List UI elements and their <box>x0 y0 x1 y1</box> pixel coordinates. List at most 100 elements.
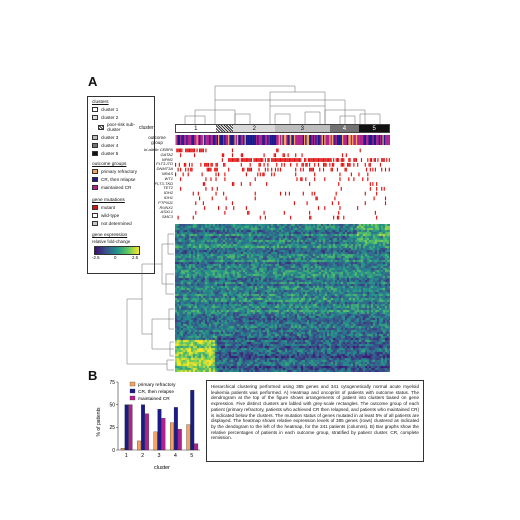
outcome-cell <box>310 135 312 145</box>
outcome-cell <box>262 135 264 145</box>
outcome-cell <box>292 135 295 145</box>
outcome-cell <box>328 135 330 145</box>
panel-b-label: B <box>88 368 98 383</box>
mutation-mark <box>333 162 335 167</box>
mutation-mark <box>267 158 269 162</box>
mutation-mark <box>310 167 312 172</box>
mutation-mark <box>240 153 242 158</box>
outcome-cell <box>364 135 367 145</box>
mutation-mark <box>281 158 283 162</box>
mutation-mark <box>336 158 339 162</box>
mutation-mark <box>242 153 244 158</box>
mutation-mark <box>348 177 350 182</box>
mutation-mark <box>314 177 316 182</box>
outcome-cell <box>349 135 351 145</box>
mutation-mark <box>250 158 253 162</box>
bar-0-4 <box>186 424 191 451</box>
outcome-cell <box>379 135 382 145</box>
mutation-mark <box>224 210 226 215</box>
legend-mutation-wildtype: wild-type <box>92 213 119 218</box>
column-dendrogram <box>184 85 381 124</box>
mutation-mark <box>311 158 313 162</box>
outcome-cell <box>311 135 314 145</box>
mutation-mark <box>183 162 185 167</box>
mutation-mark <box>215 191 217 196</box>
outcome-cell <box>247 135 249 145</box>
outcome-cell <box>314 135 316 145</box>
mutation-mark <box>314 162 316 167</box>
mutation-mark <box>273 153 275 158</box>
mutation-mark <box>233 206 235 210</box>
mutation-mark <box>310 158 312 162</box>
mutation-mark <box>185 167 187 172</box>
gene-label: WT1 <box>164 175 173 181</box>
x-tick-label: 4 <box>174 453 177 459</box>
outcome-cell <box>202 135 205 145</box>
mutation-mark <box>247 210 249 215</box>
mutation-mark <box>178 148 180 153</box>
mutation-mark <box>374 210 376 215</box>
legend-cluster-3: cluster 3 <box>92 135 118 140</box>
mutation-mark <box>210 167 212 172</box>
mutation-mark <box>242 167 244 172</box>
outcome-cell <box>235 135 238 145</box>
mutation-mark <box>267 167 269 172</box>
mutation-mark <box>259 158 261 162</box>
bar-legend-refractory: primary refractory <box>138 382 176 388</box>
outcome-cell <box>377 135 379 145</box>
mutation-mark <box>324 158 326 162</box>
mutation-mark <box>199 148 201 153</box>
outcome-cell <box>368 135 370 145</box>
outcome-bar-chart: % of patients cluster 0 25 50 75 1 2 3 4 5 prim… <box>96 380 200 470</box>
mutation-mark <box>309 167 311 172</box>
mutation-mark <box>364 191 366 196</box>
outcome-cell <box>230 135 233 145</box>
mutation-mark <box>228 167 230 172</box>
outcome-cell <box>376 135 378 145</box>
mutation-mark <box>263 162 265 167</box>
mutation-mark <box>317 158 320 162</box>
outcome-cell <box>185 135 187 145</box>
outcome-cell <box>205 135 207 145</box>
mutation-mark <box>195 210 197 215</box>
x-tick-label: 3 <box>158 453 161 459</box>
mutation-mark <box>358 172 360 177</box>
mutation-mark <box>326 158 328 162</box>
outcome-cell <box>360 135 363 145</box>
oncoprint <box>175 148 390 220</box>
figure-caption: Hierarchical clustering performed using … <box>206 380 424 462</box>
mutation-mark <box>221 158 223 162</box>
mutation-mark <box>285 158 287 162</box>
outcome-cell <box>245 135 248 145</box>
outcome-cell <box>363 135 365 145</box>
mutation-mark <box>236 158 239 162</box>
mutation-mark <box>215 177 217 182</box>
mutation-mark <box>262 172 264 177</box>
mutation-mark <box>317 162 320 167</box>
legend-mutation-mutant: mutant <box>92 205 115 210</box>
legend-swatch <box>92 205 98 210</box>
outcome-cell <box>242 135 244 145</box>
outcome-cell <box>353 135 355 145</box>
outcome-cell <box>176 135 178 145</box>
outcome-cell <box>312 135 315 145</box>
mutation-mark <box>191 167 193 172</box>
mutation-mark <box>216 162 218 167</box>
outcome-cell <box>212 135 215 145</box>
mutation-mark <box>286 158 288 162</box>
mutation-mark <box>231 158 234 162</box>
outcome-cell <box>281 135 283 145</box>
outcome-cell <box>196 135 198 145</box>
mutation-mark <box>247 167 249 172</box>
colorbar-tick-mid: 0 <box>114 255 117 260</box>
mutation-mark <box>204 206 206 210</box>
outcome-cell <box>288 135 291 145</box>
row-dendrogram <box>126 233 174 371</box>
bar-0-3 <box>170 422 174 451</box>
mutation-mark <box>273 158 275 162</box>
mutation-mark <box>282 153 284 158</box>
outcome-cell <box>324 135 326 145</box>
outcome-cell <box>210 135 212 145</box>
outcome-cell <box>273 135 276 145</box>
outcome-cell <box>220 135 222 145</box>
